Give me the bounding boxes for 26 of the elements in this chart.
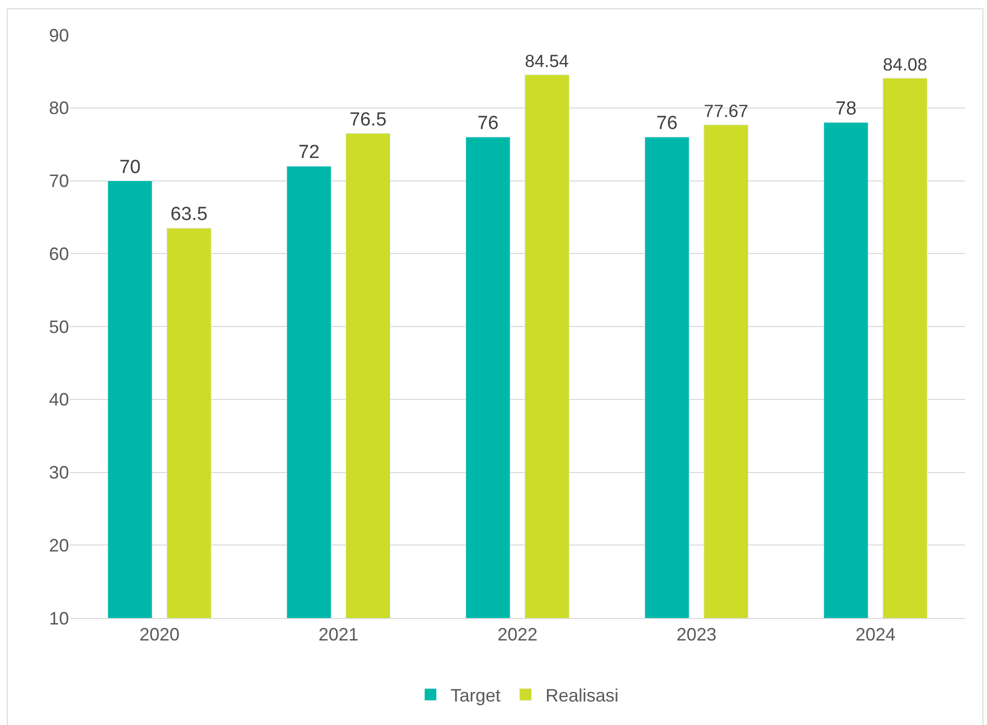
x-tick-label: 2021 <box>318 624 359 645</box>
data-label: 77.67 <box>704 101 748 122</box>
y-tick-label: 60 <box>48 244 69 264</box>
data-label: 63.5 <box>170 204 208 226</box>
y-tick-label: 80 <box>48 98 69 118</box>
y-tick-label: 20 <box>48 535 69 556</box>
x-tick-label: 2022 <box>497 624 538 645</box>
data-label: 84.54 <box>524 51 570 72</box>
data-label: 76 <box>477 113 499 134</box>
x-tick-label: 2020 <box>139 624 180 645</box>
data-label: 72 <box>298 142 320 164</box>
data-label: 70 <box>119 156 141 178</box>
x-tick-label: 2023 <box>676 624 717 645</box>
y-tick-label: 50 <box>48 316 69 337</box>
data-label: 78 <box>835 98 857 120</box>
data-label: 76.5 <box>350 109 387 130</box>
y-tick-label: 70 <box>48 171 69 192</box>
legend-label: Target <box>450 686 501 706</box>
y-tick-label: 10 <box>48 608 69 628</box>
data-label: 76 <box>656 113 678 134</box>
data-label: 84.08 <box>882 54 928 74</box>
y-tick-label: 30 <box>48 462 69 483</box>
y-tick-label: 40 <box>48 390 69 410</box>
y-tick-label: 90 <box>48 25 69 46</box>
legend-label: Realisasi <box>546 686 619 706</box>
x-tick-label: 2024 <box>855 624 896 645</box>
